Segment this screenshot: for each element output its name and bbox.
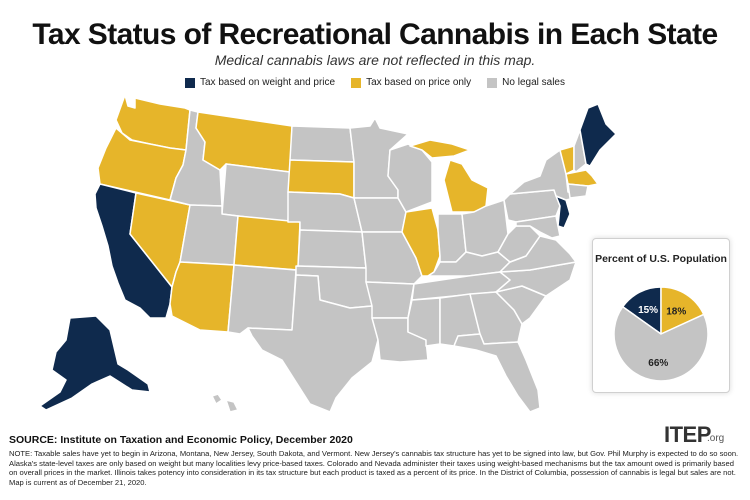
legend-item-price: Tax based on price only <box>351 77 471 88</box>
state-arizona[interactable] <box>169 261 235 333</box>
state-texas[interactable] <box>247 274 379 413</box>
legend-swatch-weight <box>185 77 195 88</box>
itep-logo: ITEP <box>664 422 711 447</box>
legend: Tax based on weight and price Tax based … <box>0 77 750 88</box>
state-hawaii-islands[interactable] <box>225 399 239 413</box>
population-pie: 15% 18% 66% <box>613 286 709 382</box>
state-north-dakota[interactable] <box>289 125 355 163</box>
population-inset: Percent of U.S. Population 15% 18% 66% <box>592 238 730 393</box>
state-montana[interactable] <box>195 111 293 173</box>
state-iowa[interactable] <box>353 197 407 233</box>
us-map <box>39 94 617 413</box>
pie-slice-2 <box>613 305 709 382</box>
state-maine[interactable] <box>579 103 617 167</box>
state-indiana[interactable] <box>437 213 467 263</box>
inset-title: Percent of U.S. Population <box>595 253 727 265</box>
state-arkansas[interactable] <box>365 281 415 319</box>
legend-label-none: No legal sales <box>502 77 565 88</box>
itep-logo-suffix: .org <box>707 433 725 444</box>
legend-label-price: Tax based on price only <box>366 77 472 88</box>
source-text: SOURCE: Institute on Taxation and Econom… <box>9 434 353 446</box>
state-new-mexico[interactable] <box>227 264 297 335</box>
state-wyoming[interactable] <box>221 163 291 223</box>
map-title: Tax Status of Recreational Cannabis in E… <box>32 18 718 51</box>
state-alaska[interactable] <box>39 315 151 411</box>
state-new-york[interactable] <box>509 149 585 201</box>
state-kansas[interactable] <box>297 229 367 269</box>
state-hawaii[interactable] <box>211 393 223 405</box>
pie-slice-1 <box>660 286 705 336</box>
legend-swatch-price <box>351 77 362 88</box>
state-new-hampshire[interactable] <box>573 129 587 173</box>
state-colorado[interactable] <box>233 215 301 271</box>
state-michigan-upper[interactable] <box>409 139 471 159</box>
pie-label-2: 66% <box>648 358 668 369</box>
state-florida[interactable] <box>453 333 541 413</box>
note-text: NOTE: Taxable sales have yet to begin in… <box>9 449 739 487</box>
state-michigan-lower[interactable] <box>443 159 489 213</box>
state-connecticut[interactable] <box>567 183 589 199</box>
state-maryland[interactable] <box>515 215 561 239</box>
legend-swatch-none <box>487 77 498 88</box>
legend-item-weight: Tax based on weight and price <box>185 77 335 88</box>
state-west-virginia[interactable] <box>497 225 541 263</box>
pie-label-1: 18% <box>666 306 686 317</box>
map-subtitle: Medical cannabis laws are not reflected … <box>214 52 536 68</box>
legend-item-none: No legal sales <box>487 77 565 88</box>
legend-label-weight: Tax based on weight and price <box>200 77 336 88</box>
pie-label-0: 15% <box>638 305 658 316</box>
